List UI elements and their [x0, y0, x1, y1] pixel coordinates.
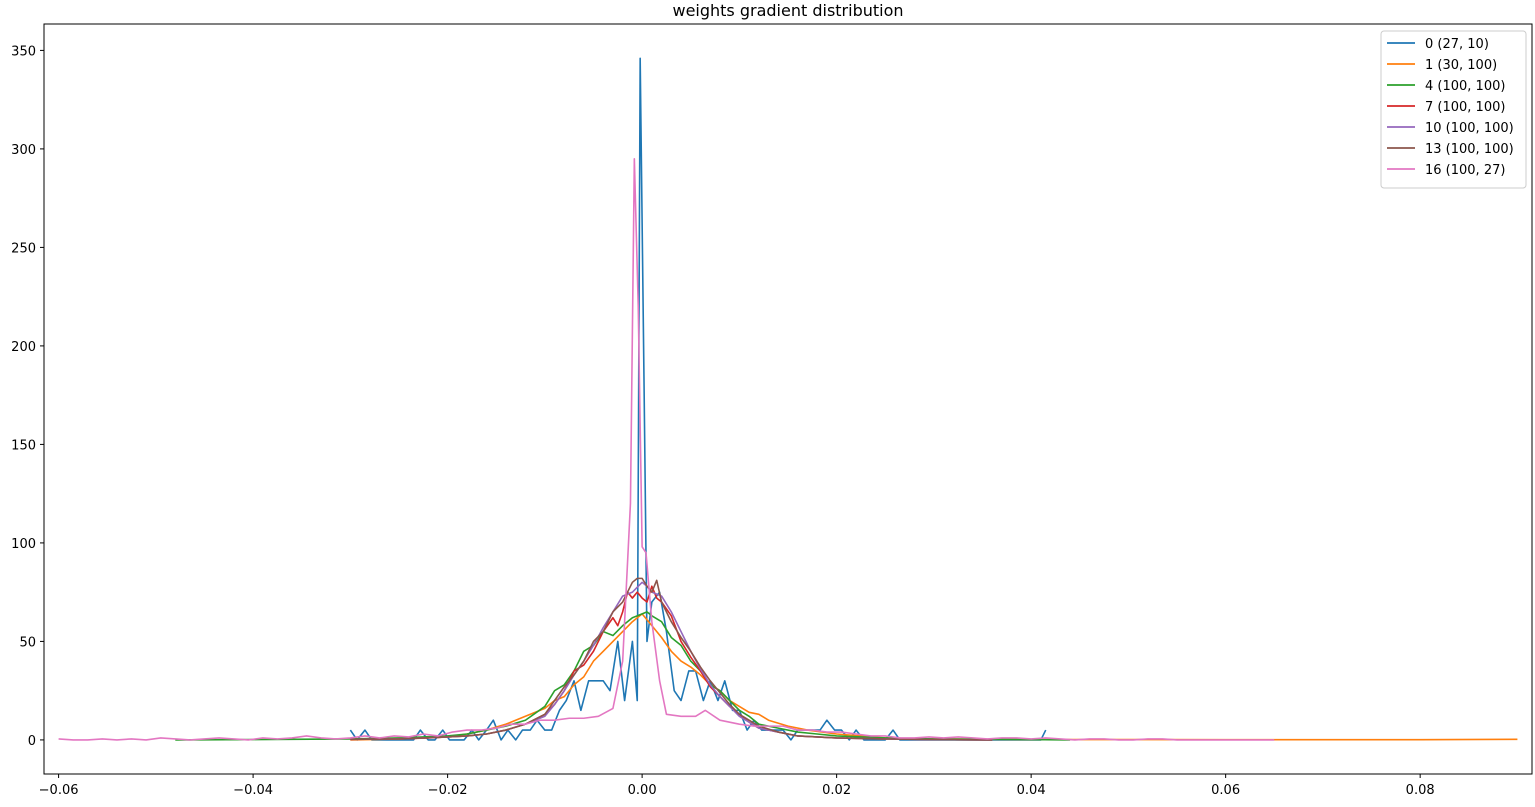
y-tick-label: 300: [11, 143, 36, 158]
legend-label-2: 4 (100, 100): [1425, 79, 1505, 94]
x-tick-label: −0.06: [39, 783, 79, 798]
x-tick-label: 0.08: [1406, 783, 1435, 798]
legend-label-5: 13 (100, 100): [1425, 142, 1514, 157]
y-tick-label: 200: [11, 340, 36, 355]
y-tick-label: 150: [11, 438, 36, 453]
y-tick-label: 50: [19, 635, 36, 650]
x-tick-label: −0.02: [428, 783, 468, 798]
y-axis: 0 50 100 150 200 250 300 350: [11, 44, 44, 749]
legend: 0 (27, 10) 1 (30, 100) 4 (100, 100) 7 (100,…: [1380, 30, 1527, 189]
plot-area: [58, 57, 1518, 741]
series-line-6: [58, 157, 1275, 741]
y-tick-label: 0: [28, 734, 36, 749]
series-line-0: [349, 57, 1047, 741]
x-tick-label: 0.04: [1017, 783, 1046, 798]
legend-label-1: 1 (30, 100): [1425, 58, 1497, 73]
y-tick-label: 100: [11, 537, 36, 552]
legend-label-6: 16 (100, 27): [1425, 163, 1505, 178]
legend-label-3: 7 (100, 100): [1425, 100, 1505, 115]
x-tick-label: 0.06: [1211, 783, 1240, 798]
series-line-4: [350, 581, 993, 741]
legend-label-0: 0 (27, 10): [1425, 37, 1489, 52]
chart-title: weights gradient distribution: [672, 1, 903, 20]
x-tick-label: 0.02: [822, 783, 851, 798]
legend-label-4: 10 (100, 100): [1425, 121, 1514, 136]
x-axis: −0.06 −0.04 −0.02 0.00 0.02 0.04 0.06 0.08: [39, 774, 1435, 798]
y-tick-label: 250: [11, 241, 36, 256]
x-tick-label: −0.04: [233, 783, 273, 798]
legend-box: [1380, 30, 1527, 189]
series-line-5: [350, 577, 993, 741]
y-tick-label: 350: [11, 44, 36, 59]
axes-frame: [43, 23, 1533, 775]
x-tick-label: 0.00: [628, 783, 657, 798]
